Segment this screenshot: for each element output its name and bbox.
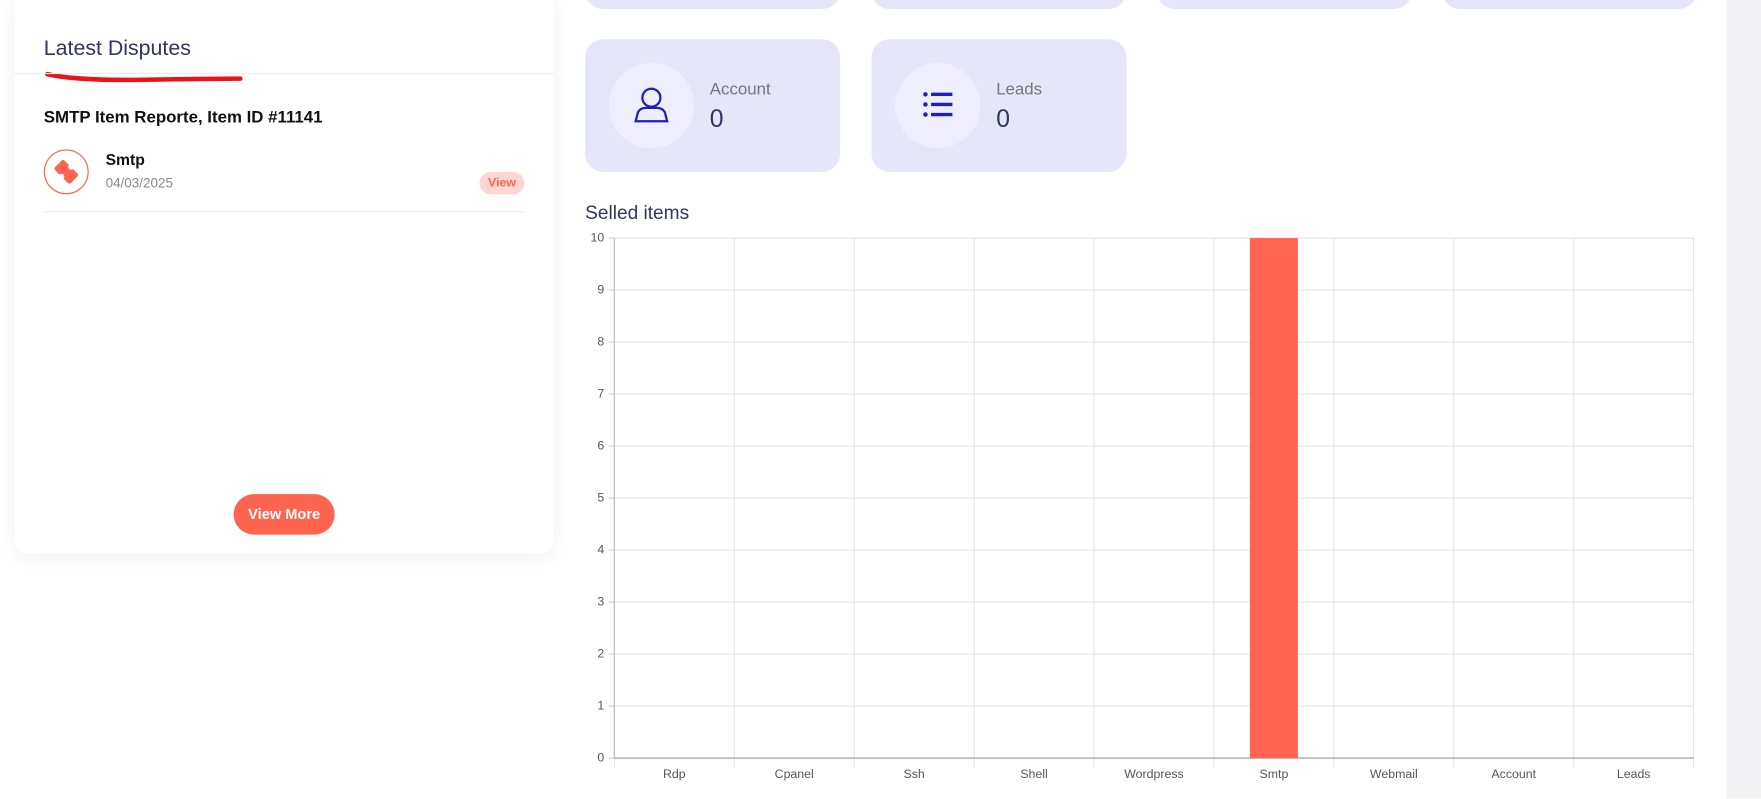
icon-circle	[608, 62, 695, 149]
disputes-title: Latest Disputes	[43, 37, 191, 61]
dispute-heading: SMTP Item Reporte, Item ID #11141	[43, 107, 323, 127]
x-tick-label: Shell	[1020, 767, 1047, 781]
divider	[43, 211, 525, 213]
y-tick-label: 2	[597, 646, 604, 660]
x-tick-label: Wordpress	[1124, 767, 1183, 781]
disputes-card	[14, 0, 554, 554]
stat-label: Leads	[996, 79, 1043, 99]
dispute-date: 04/03/2025	[105, 175, 174, 191]
view-more-button[interactable]: View More	[233, 494, 335, 535]
underline-scribble	[44, 71, 243, 83]
stat-card	[1442, 0, 1698, 9]
stat-value: 0	[709, 104, 724, 133]
y-tick-label: 10	[590, 230, 604, 244]
dispute-icon	[43, 149, 89, 195]
stat-card: Account 0	[585, 39, 841, 172]
y-tick-label: 4	[597, 542, 604, 556]
y-tick-label: 7	[597, 386, 604, 400]
y-tick-label: 6	[597, 438, 604, 452]
stat-value: 0	[996, 104, 1010, 133]
scroll-strip	[1726, 0, 1761, 799]
x-tick-label: Smtp	[1260, 767, 1289, 781]
dispute-name: Smtp	[105, 150, 145, 169]
chart-title: Selled items	[585, 202, 690, 224]
y-tick-label: 3	[597, 594, 604, 608]
y-tick-label: 5	[597, 490, 604, 504]
user-icon	[634, 87, 669, 123]
x-tick-label: Leads	[1617, 767, 1651, 781]
view-button[interactable]: View	[479, 171, 525, 195]
icon-circle	[895, 62, 981, 149]
bar	[1249, 238, 1298, 759]
y-tick-label: 0	[597, 750, 604, 764]
stat-card: Leads 0	[871, 39, 1127, 172]
x-tick-label: Webmail	[1370, 767, 1418, 781]
stat-card	[585, 0, 841, 9]
list-icon	[923, 92, 953, 117]
divider	[14, 73, 554, 75]
stat-card	[871, 0, 1127, 9]
y-tick-label: 8	[597, 334, 604, 348]
y-tick-label: 1	[597, 698, 604, 712]
x-tick-label: Ssh	[904, 767, 925, 781]
stat-card	[1156, 0, 1412, 9]
stat-label: Account	[709, 79, 771, 99]
x-tick-label: Account	[1491, 767, 1536, 781]
x-tick-label: Rdp	[663, 767, 686, 781]
ticket-icon	[54, 160, 79, 184]
x-tick-label: Cpanel	[775, 767, 814, 781]
y-tick-label: 9	[597, 282, 604, 296]
